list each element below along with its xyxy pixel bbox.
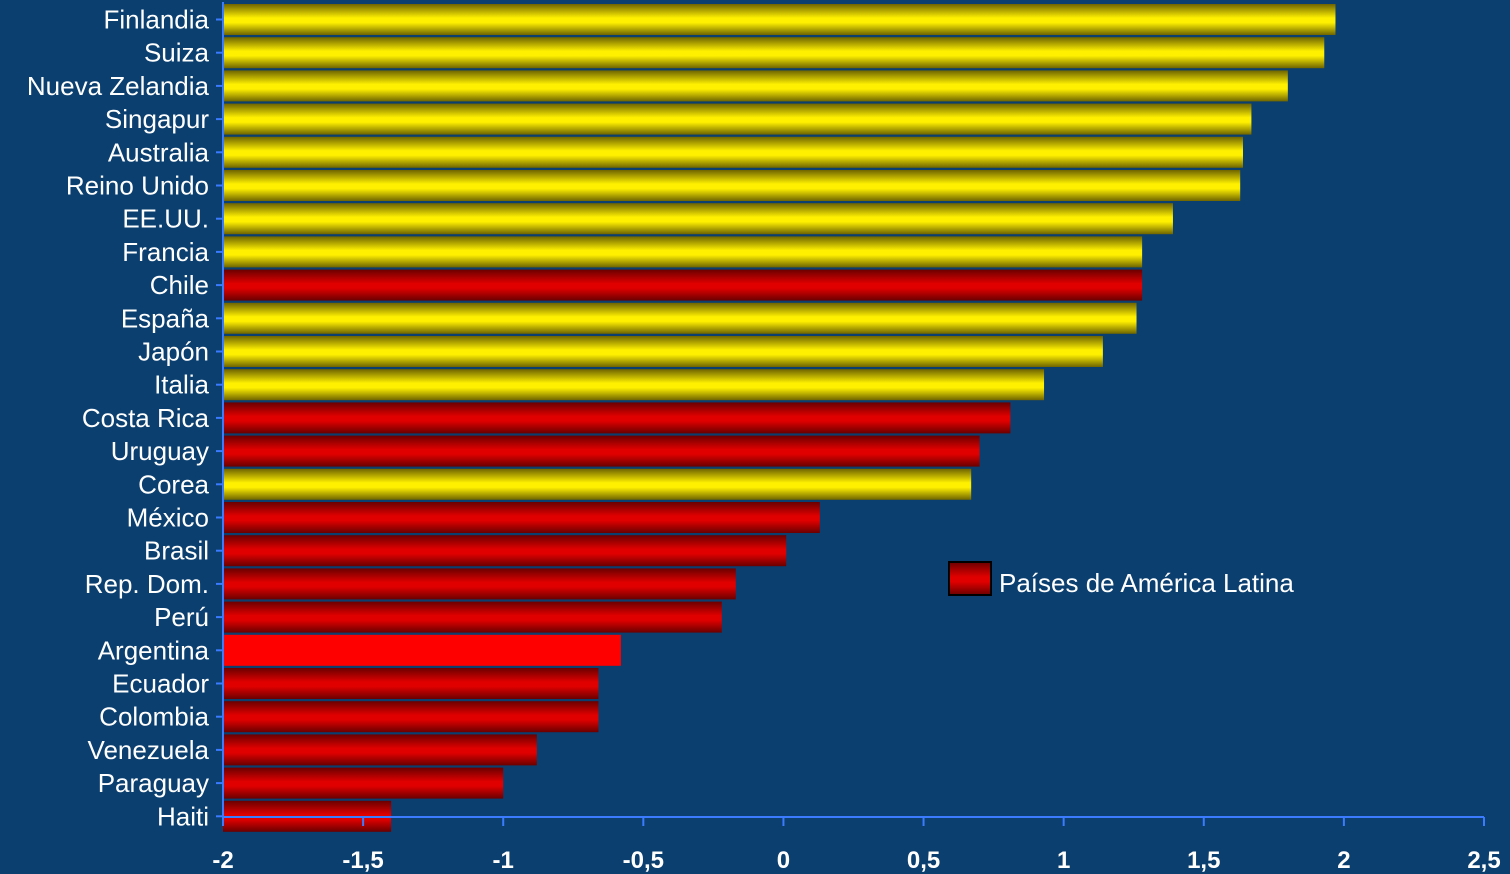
category-label: Finlandia [103,5,209,35]
bar-corea [223,468,972,500]
category-label: Colombia [99,702,209,732]
bar-colombia [223,701,599,733]
bar-rep-dom- [223,568,736,600]
category-label: Chile [150,270,209,300]
bar-ecuador [223,668,599,699]
legend-swatch [948,561,992,596]
bar-uruguay [223,435,980,467]
category-label: Paraguay [98,768,209,798]
x-tick-label: 2,5 [1467,847,1500,874]
bar-españa [223,302,1137,334]
bar-nueva-zelandia [223,70,1288,102]
bar-australia [223,136,1244,168]
x-tick-label: -2 [212,847,233,874]
category-label: Suiza [144,38,210,68]
category-label: Australia [108,137,210,167]
bar-venezuela [223,734,537,766]
bar-costa-rica [223,402,1011,434]
x-tick-label: 0 [777,847,790,874]
category-label: EE.UU. [122,204,209,234]
category-label: Brasil [144,536,209,566]
x-tick-label: -1 [493,847,514,874]
bar-ee-uu- [223,203,1173,235]
category-label: Perú [154,602,209,632]
category-label: Argentina [98,635,210,665]
x-tick-label: 1,5 [1187,847,1220,874]
bar-brasil [223,535,787,567]
category-label: Italia [154,370,209,400]
bar-paraguay [223,767,504,799]
category-label: Francia [122,237,209,267]
category-label: España [121,303,210,333]
x-tick-label: 1 [1057,847,1070,874]
category-label: Japón [138,337,209,367]
legend-label: Países de América Latina [999,568,1294,598]
x-tick-label: 2 [1337,847,1350,874]
bar-argentina [223,634,621,666]
bar-suiza [223,37,1325,69]
bar-finlandia [223,4,1336,35]
category-label: México [127,503,209,533]
category-label: Haiti [157,801,209,831]
category-label: Costa Rica [82,403,210,433]
legend: Países de América Latina [948,561,1294,598]
x-tick-label: -1,5 [342,847,383,874]
axes [222,2,1484,825]
category-label: Reino Unido [66,171,209,201]
category-label: Uruguay [111,436,209,466]
category-label: Rep. Dom. [85,569,209,599]
x-tick-label: 0,5 [907,847,940,874]
bar-reino-unido [223,170,1241,201]
bar-japón [223,336,1103,367]
bar-francia [223,236,1143,268]
bars-layer [223,4,1336,832]
x-tick-labels: -2 -1,5 -1 -0,5 0 0,5 1 1,5 2 2,5 [212,817,1501,874]
category-label: Nueva Zelandia [27,71,210,101]
bar-italia [223,369,1045,401]
category-label: Corea [138,469,209,499]
category-label: Singapur [105,104,209,134]
bar-chile [223,269,1143,301]
category-label: Ecuador [112,669,209,699]
x-tick-label: -0,5 [623,847,664,874]
bar-méxico [223,502,820,533]
bar-singapur [223,103,1252,135]
bar-perú [223,601,722,633]
category-label: Venezuela [88,735,210,765]
